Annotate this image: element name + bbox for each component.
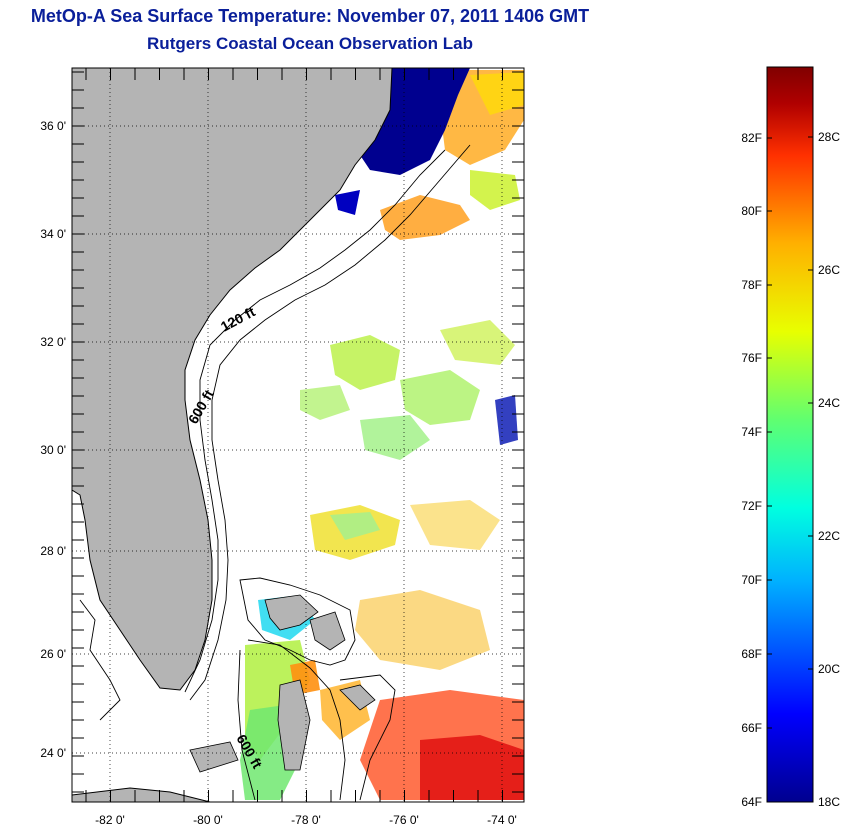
cb-f-80: 80F xyxy=(741,204,762,218)
colorbar xyxy=(766,66,814,803)
colorbar-ticks xyxy=(767,136,813,729)
lat-label-32: 32 0' xyxy=(40,335,66,349)
cb-c-28: 28C xyxy=(818,130,840,144)
cb-f-68: 68F xyxy=(741,647,762,661)
cb-f-74: 74F xyxy=(741,425,762,439)
lat-label-26: 26 0' xyxy=(40,647,66,661)
lat-label-34: 34 0' xyxy=(40,227,66,241)
lon-label-76: -76 0' xyxy=(389,813,419,827)
cb-c-26: 26C xyxy=(818,263,840,277)
bahamas-islands xyxy=(189,594,376,773)
cb-f-76: 76F xyxy=(741,351,762,365)
colorbar-f-labels: 82F 80F 78F 76F 74F 72F 70F 68F 66F 64F xyxy=(741,131,762,809)
cb-f-78: 78F xyxy=(741,278,762,292)
map-subtitle: Rutgers Coastal Ocean Observation Lab xyxy=(147,34,473,53)
cb-f-64: 64F xyxy=(741,795,762,809)
lon-label-80: -80 0' xyxy=(193,813,223,827)
cb-f-72: 72F xyxy=(741,499,762,513)
lat-label-24: 24 0' xyxy=(40,746,66,760)
axis-ticks xyxy=(72,68,524,802)
lon-label-74: -74 0' xyxy=(487,813,517,827)
bathymetry-contours xyxy=(79,144,471,801)
cb-f-82: 82F xyxy=(741,131,762,145)
map-title: MetOp-A Sea Surface Temperature: Novembe… xyxy=(30,6,590,26)
colorbar-c-labels: 28C 26C 24C 22C 20C 18C xyxy=(818,130,840,809)
cb-c-22: 22C xyxy=(818,529,840,543)
lat-labels: 36 0' 34 0' 32 0' 30 0' 28 0' 26 0' 24 0… xyxy=(40,119,66,760)
cb-f-66: 66F xyxy=(741,721,762,735)
cb-c-24: 24C xyxy=(818,396,840,410)
lat-label-28: 28 0' xyxy=(40,544,66,558)
graticule xyxy=(72,68,524,802)
lon-label-82: -82 0' xyxy=(95,813,125,827)
sst-data xyxy=(240,68,524,800)
cb-f-70: 70F xyxy=(741,573,762,587)
map-frame xyxy=(71,67,525,803)
land-southeast-us xyxy=(72,68,393,691)
cb-c-20: 20C xyxy=(818,662,840,676)
cb-c-18: 18C xyxy=(818,795,840,809)
lon-label-78: -78 0' xyxy=(291,813,321,827)
lat-label-36: 36 0' xyxy=(40,119,66,133)
lon-labels: -82 0' -80 0' -78 0' -76 0' -74 0' xyxy=(95,813,517,827)
lat-label-30: 30 0' xyxy=(40,443,66,457)
